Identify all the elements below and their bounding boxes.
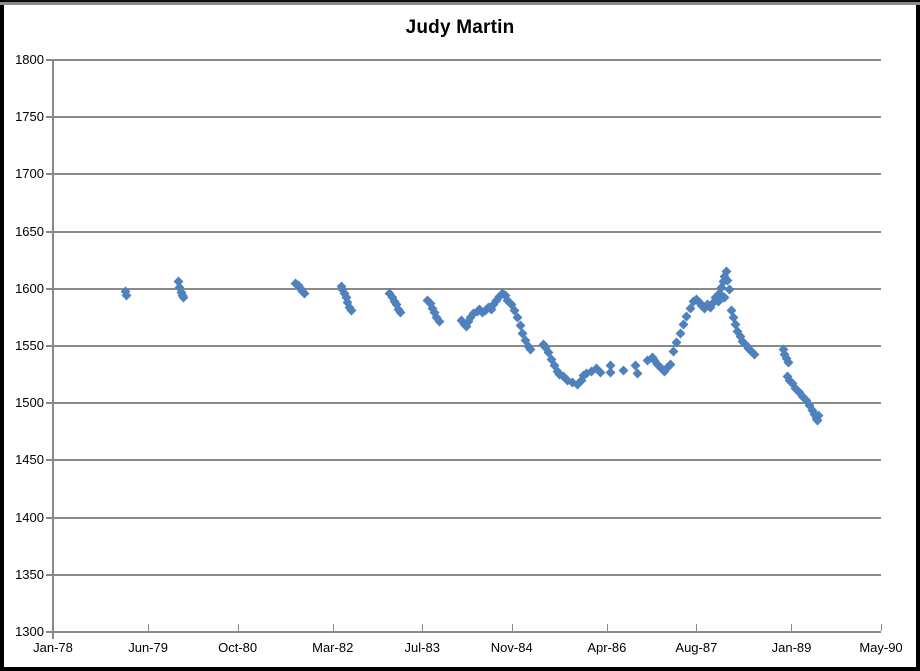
y-axis-tick <box>46 516 53 519</box>
y-tick-label: 1500 <box>15 395 44 411</box>
y-tick-label: 1600 <box>15 280 44 296</box>
y-tick-label: 1700 <box>15 166 44 182</box>
y-axis-tick <box>46 116 53 119</box>
y-tick-label: 1300 <box>15 624 44 639</box>
gridline <box>53 573 881 576</box>
y-tick-label: 1650 <box>15 223 44 239</box>
chart-border-top-strip <box>0 2 920 5</box>
y-axis-tick <box>46 173 53 176</box>
x-tick-label: Jan-89 <box>771 640 812 655</box>
y-tick-label: 1450 <box>15 452 44 468</box>
x-axis-tick <box>148 624 150 631</box>
gridline <box>53 345 881 347</box>
x-axis-tick <box>237 624 239 631</box>
x-tick-label: Nov-84 <box>490 640 533 655</box>
gridline <box>53 516 881 519</box>
x-axis-tick <box>791 624 793 631</box>
x-axis-tick <box>511 624 513 631</box>
gridline <box>53 173 881 176</box>
y-axis-line <box>52 59 54 639</box>
x-axis-tick <box>696 624 698 631</box>
chart-title: Judy Martin <box>405 17 515 38</box>
y-axis-tick <box>46 230 53 233</box>
x-tick-label: Jun-79 <box>128 640 168 655</box>
y-tick-label: 1750 <box>15 109 44 125</box>
x-tick-label: Jan-78 <box>33 640 73 655</box>
y-axis-tick <box>46 59 53 61</box>
y-axis-tick <box>46 345 53 347</box>
x-tick-label: Mar-82 <box>312 640 354 655</box>
gridline <box>53 230 881 233</box>
y-axis-tick <box>46 631 53 633</box>
y-tick-label: 1800 <box>15 52 44 67</box>
gridline <box>53 402 881 405</box>
gridline <box>53 59 881 61</box>
x-axis-tick <box>53 624 54 631</box>
x-tick-label: Oct-80 <box>218 640 258 655</box>
y-tick-label: 1550 <box>15 338 44 353</box>
y-axis-tick <box>46 573 53 576</box>
gridline <box>53 459 881 462</box>
gridline <box>53 287 881 290</box>
y-axis-tick <box>46 287 53 290</box>
gridline <box>53 116 881 119</box>
x-axis-line <box>53 631 881 633</box>
x-tick-label: Aug-87 <box>675 640 718 655</box>
x-axis-tick <box>881 624 882 631</box>
y-tick-label: 1400 <box>15 509 44 525</box>
y-axis-tick <box>46 459 53 462</box>
x-tick-label: Jul-83 <box>404 640 440 655</box>
y-axis-tick <box>46 402 53 405</box>
x-axis-tick <box>332 624 334 631</box>
y-tick-label: 1350 <box>15 566 44 582</box>
x-axis-tick <box>606 624 608 631</box>
x-axis-tick <box>422 624 424 631</box>
x-tick-label: Apr-86 <box>587 640 627 655</box>
x-tick-label: May-90 <box>859 640 903 655</box>
